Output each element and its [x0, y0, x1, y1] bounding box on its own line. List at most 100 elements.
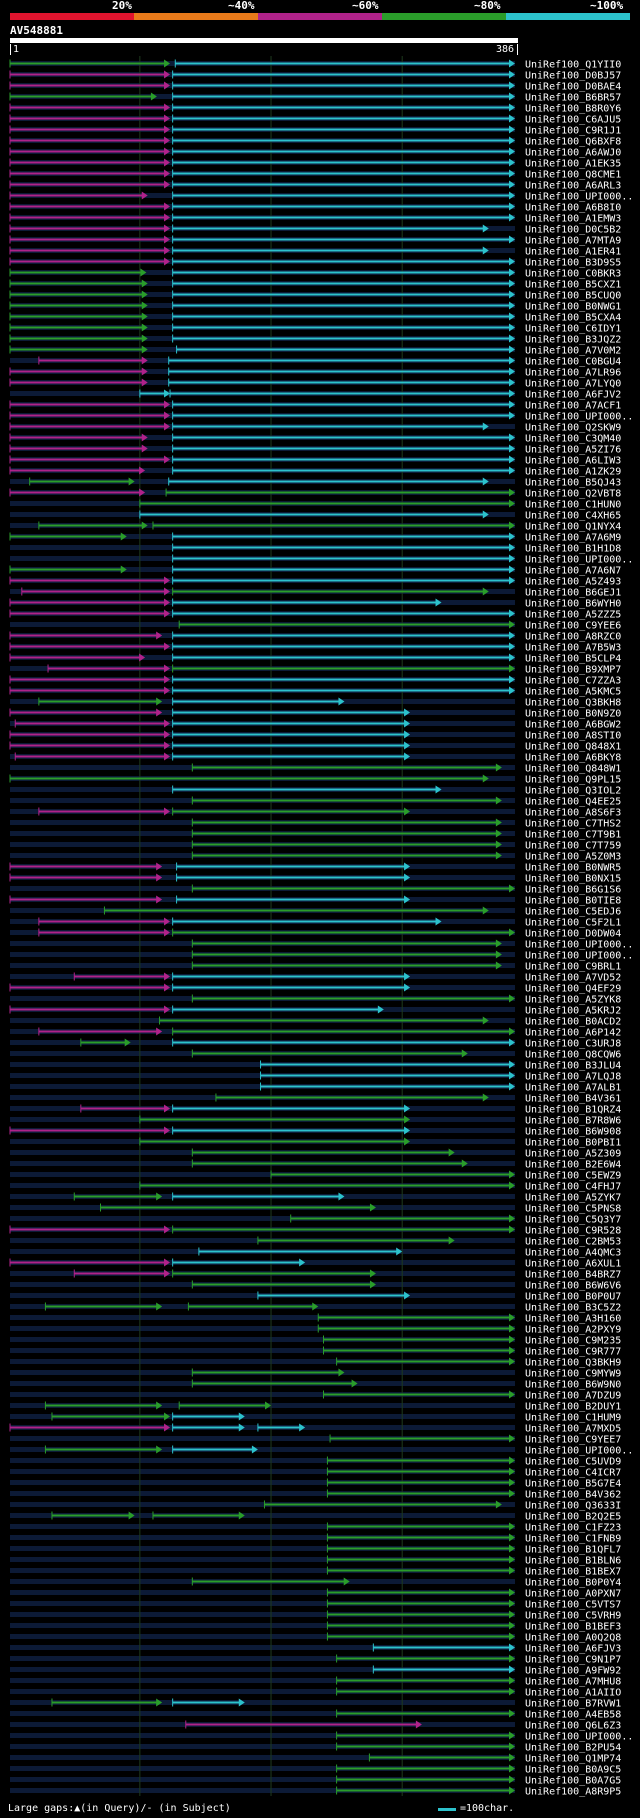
alignment-arrowhead — [164, 70, 171, 79]
hit-label: UniRef100_A5Z0M3 — [525, 852, 621, 863]
alignment-arrowhead — [164, 455, 171, 464]
alignment-arrowhead — [509, 1709, 515, 1718]
alignment-arrowhead — [338, 697, 345, 706]
hit-label: UniRef100_A2PXY9 — [525, 1325, 621, 1336]
hit-label: UniRef100_C3QM40 — [525, 434, 621, 445]
hit-label: UniRef100_Q1NYX4 — [525, 522, 621, 533]
alignment-arrowhead — [164, 972, 171, 981]
hit-label: UniRef100_Q6L6Z3 — [525, 1721, 621, 1732]
hit-label: UniRef100_B0ACD2 — [525, 1017, 621, 1028]
alignment-arrowhead — [509, 1082, 515, 1091]
hit-label: UniRef100_Q1MP74 — [525, 1754, 621, 1765]
hit-label: UniRef100_A7B5W3 — [525, 643, 621, 654]
hit-label: UniRef100_A6BGW2 — [525, 720, 621, 731]
alignment-arrowhead — [164, 1225, 171, 1234]
hit-label: UniRef100_A5ZYK8 — [525, 995, 621, 1006]
alignment-arrowhead — [141, 345, 148, 354]
alignment-arrowhead — [141, 290, 148, 299]
alignment-arrowhead — [164, 675, 171, 684]
alignment-arrowhead — [482, 246, 489, 255]
alignment-arrowhead — [509, 675, 515, 684]
hit-label: UniRef100_C7THS2 — [525, 819, 621, 830]
alignment-arrowhead — [164, 81, 171, 90]
hit-label: UniRef100_A7VD52 — [525, 973, 621, 984]
alignment-arrowhead — [369, 1203, 376, 1212]
alignment-arrowhead — [482, 477, 489, 486]
hit-label: UniRef100_C5UVD9 — [525, 1457, 621, 1468]
query-end: 386 — [496, 44, 515, 55]
hit-label: UniRef100_A6LIW3 — [525, 456, 621, 467]
alignment-arrowhead — [404, 730, 411, 739]
hit-label: UniRef100_C9BRL1 — [525, 962, 621, 973]
alignment-arrowhead — [495, 829, 502, 838]
hit-label: UniRef100_UPI000.. — [525, 1732, 633, 1743]
alignment-arrowhead — [156, 1302, 163, 1311]
alignment-arrowhead — [509, 191, 515, 200]
alignment-arrowhead — [299, 1423, 306, 1432]
alignment-arrowhead — [509, 1533, 515, 1542]
alignment-arrowhead — [509, 136, 515, 145]
alignment-arrowhead — [509, 1390, 515, 1399]
hit-label: UniRef100_B0TIE8 — [525, 896, 621, 907]
scale-color-40 — [134, 13, 258, 20]
alignment-arrowhead — [164, 983, 171, 992]
hit-label: UniRef100_B6WYH0 — [525, 599, 621, 610]
alignment-arrowhead — [404, 972, 411, 981]
hit-label: UniRef100_A9FW92 — [525, 1666, 621, 1677]
alignment-arrowhead — [509, 169, 515, 178]
alignment-arrowhead — [482, 906, 489, 915]
hit-label: UniRef100_Q3633I — [525, 1501, 621, 1512]
alignment-arrowhead — [509, 1588, 515, 1597]
alignment-arrowhead — [509, 92, 515, 101]
hit-label: UniRef100_Q1YII0 — [525, 60, 621, 71]
alignment-arrowhead — [312, 1302, 319, 1311]
alignment-arrowhead — [404, 1137, 411, 1146]
hit-label: UniRef100_C5VTS7 — [525, 1600, 621, 1611]
alignment-arrowhead — [120, 565, 127, 574]
hit-label: UniRef100_C5PNS8 — [525, 1204, 621, 1215]
scale-color-100 — [506, 13, 630, 20]
hit-label: UniRef100_B5CUQ0 — [525, 291, 621, 302]
alignment-arrowhead — [495, 950, 502, 959]
alignment-arrowhead — [509, 125, 515, 134]
scale-label-40: ~40% — [228, 0, 255, 12]
hit-label: UniRef100_A7MTA9 — [525, 236, 621, 247]
alignment-arrowhead — [404, 873, 411, 882]
alignment-arrowhead — [128, 477, 135, 486]
alignment-arrowhead — [509, 884, 515, 893]
alignment-arrowhead — [509, 642, 515, 651]
hit-label: UniRef100_A1ZK29 — [525, 467, 621, 478]
alignment-arrowhead — [509, 994, 515, 1003]
hit-label: UniRef100_B0NX15 — [525, 874, 621, 885]
alignment-arrowhead — [509, 367, 515, 376]
scale-label-20: 20% — [112, 0, 132, 12]
alignment-arrowhead — [164, 1269, 171, 1278]
alignment-arrowhead — [509, 664, 515, 673]
hit-label: UniRef100_B6W6V6 — [525, 1281, 621, 1292]
alignment-arrowhead — [482, 587, 489, 596]
alignment-arrowhead — [164, 125, 171, 134]
alignment-arrowhead — [156, 631, 163, 640]
alignment-arrowhead — [509, 631, 515, 640]
hit-label: UniRef100_B0A7G5 — [525, 1776, 621, 1787]
hit-label: UniRef100_UPI000.. — [525, 412, 633, 423]
alignment-arrowhead — [509, 1665, 515, 1674]
alignment-arrowhead — [164, 389, 171, 398]
hit-label: UniRef100_B5CXZ1 — [525, 280, 621, 291]
hit-label: UniRef100_A8S6F3 — [525, 808, 621, 819]
hit-label: UniRef100_Q2SKW9 — [525, 423, 621, 434]
hit-label: UniRef100_A6P142 — [525, 1028, 621, 1039]
hit-label: UniRef100_A7LR96 — [525, 368, 621, 379]
hit-label: UniRef100_B6G1S6 — [525, 885, 621, 896]
alignment-arrowhead — [404, 1291, 411, 1300]
alignment-arrowhead — [164, 224, 171, 233]
hit-label: UniRef100_A6FJV2 — [525, 390, 621, 401]
hit-label: UniRef100_A5ZI76 — [525, 445, 621, 456]
hit-label: UniRef100_Q3BKH8 — [525, 698, 621, 709]
hit-label: UniRef100_B3D9S5 — [525, 258, 621, 269]
hit-label: UniRef100_C1FZ23 — [525, 1523, 621, 1534]
alignment-arrowhead — [164, 411, 171, 420]
alignment-arrowhead — [509, 1544, 515, 1553]
alignment-arrowhead — [238, 1698, 245, 1707]
alignment-arrowhead — [164, 752, 171, 761]
